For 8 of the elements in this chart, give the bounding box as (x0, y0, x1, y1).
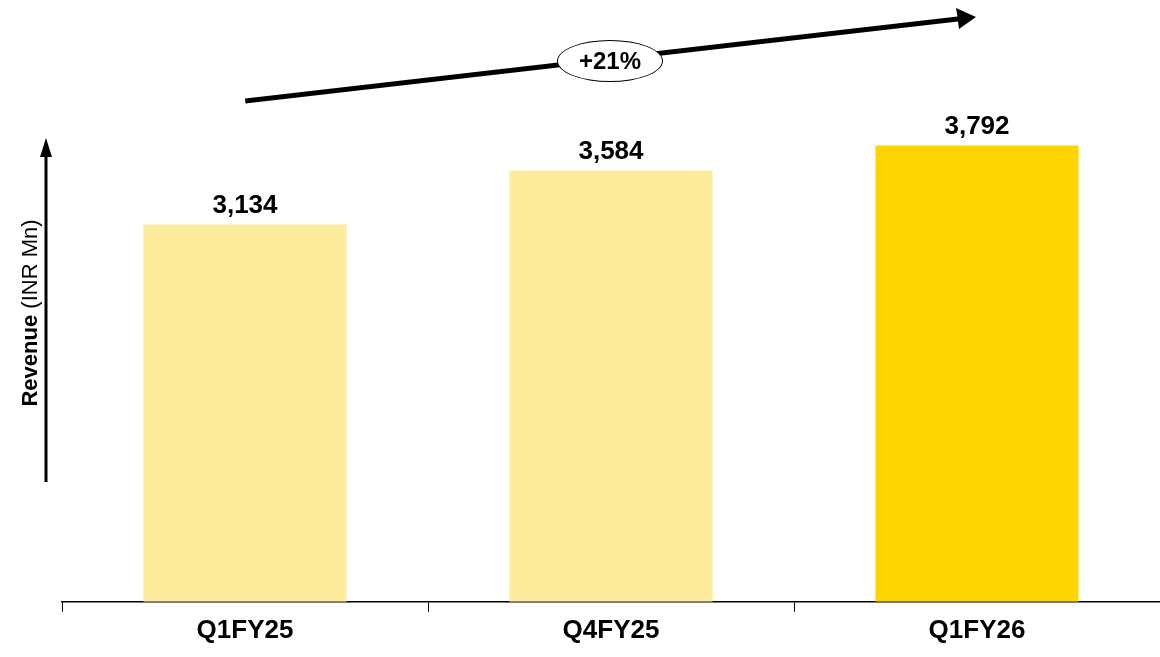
data-label: 3,134 (212, 188, 279, 219)
y-axis-title: Revenue (INR Mn) (17, 218, 43, 409)
data-label: 3,584 (578, 134, 645, 165)
x-tick-label: Q4FY25 (562, 613, 660, 644)
x-tick-label: Q1FY26 (928, 613, 1026, 644)
text: +21% (557, 40, 663, 82)
data-label: 3,792 (944, 109, 1010, 140)
x-tick-label: Q1FY25 (196, 613, 294, 644)
